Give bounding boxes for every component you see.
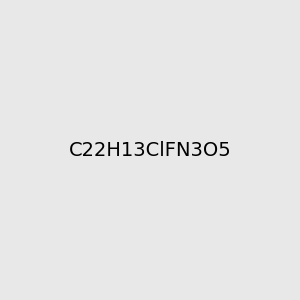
Text: C22H13ClFN3O5: C22H13ClFN3O5: [69, 140, 231, 160]
